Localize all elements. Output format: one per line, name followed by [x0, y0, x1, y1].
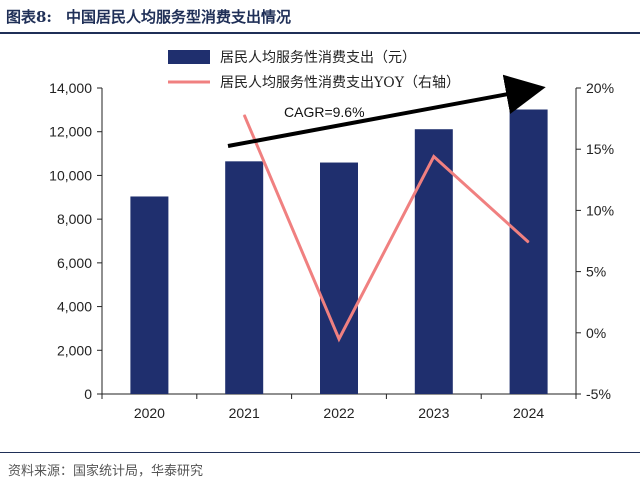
left-tick-label: 8,000 [57, 211, 92, 227]
bar-2022 [320, 162, 358, 394]
cagr-label: CAGR=9.6% [284, 104, 365, 120]
legend-line-label: 居民人均服务性消费支出YOY（右轴） [220, 75, 460, 91]
left-tick-label: 10,000 [49, 167, 92, 183]
left-tick-label: 12,000 [49, 124, 92, 140]
legend: 居民人均服务性消费支出（元） 居民人均服务性消费支出YOY（右轴） [168, 50, 460, 91]
right-tick-label: 5% [586, 264, 606, 280]
right-tick-label: -5% [586, 386, 611, 402]
cagr-annotation: CAGR=9.6% [227, 74, 546, 148]
right-tick-label: 0% [586, 325, 606, 341]
figure-number: 图表8: [6, 8, 52, 26]
right-tick-label: 10% [586, 202, 614, 218]
cagr-arrow [227, 74, 546, 148]
right-tick-label: 20% [586, 80, 614, 96]
left-tick-label: 6,000 [57, 255, 92, 271]
title-rule [0, 32, 640, 34]
axes: 0 2,000 4,000 6,000 8,000 10,000 12,000 14,000 -… [49, 80, 614, 421]
yoy-point [338, 338, 340, 340]
footer-rule [0, 452, 640, 453]
left-tick-label: 14,000 [49, 80, 92, 96]
right-tick-label: 15% [586, 141, 614, 157]
x-tick-label: 2024 [513, 405, 544, 421]
legend-bar-swatch [168, 50, 210, 64]
x-tick-label: 2022 [323, 405, 354, 421]
source-note: 资料来源：国家统计局，华泰研究 [8, 464, 204, 479]
line-series [242, 114, 530, 343]
figure-title-text: 中国居民人均服务型消费支出情况 [65, 8, 291, 26]
left-tick-label: 4,000 [57, 299, 92, 315]
left-tick-label: 0 [84, 386, 92, 402]
x-tick-label: 2020 [134, 405, 165, 421]
x-tick-label: 2021 [229, 405, 260, 421]
yoy-line [242, 114, 530, 343]
x-tick-label: 2023 [418, 405, 449, 421]
yoy-point [528, 241, 530, 243]
bar-2023 [414, 129, 453, 394]
bar-2021 [225, 161, 264, 394]
legend-bar-label: 居民人均服务性消费支出（元） [220, 50, 416, 66]
bar-series [130, 109, 548, 394]
left-tick-label: 2,000 [57, 342, 92, 358]
figure-title: 图表8: 中国居民人均服务型消费支出情况 [6, 6, 291, 27]
bar-2020 [130, 196, 169, 394]
yoy-point [433, 156, 435, 158]
bar-2024 [509, 109, 548, 394]
yoy-point [243, 114, 245, 116]
